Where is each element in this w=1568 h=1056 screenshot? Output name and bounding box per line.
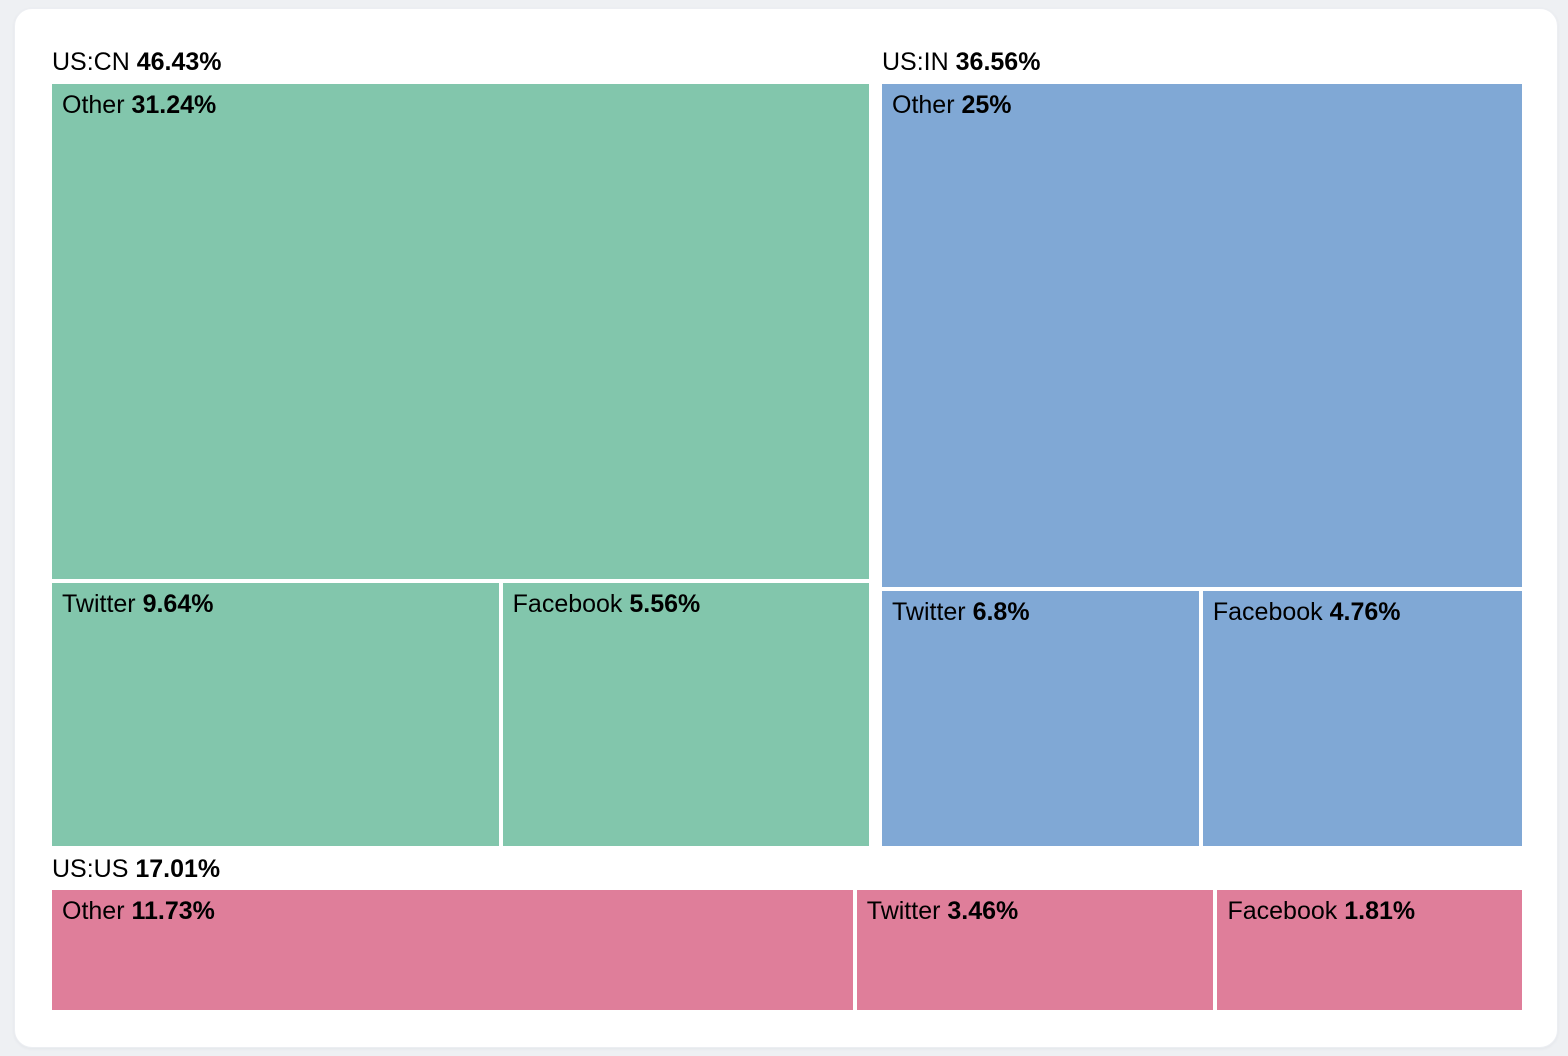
- treemap-cell-us-cn-facebook[interactable]: Facebook 5.56%: [502, 583, 869, 846]
- group-label: US:CN: [52, 48, 130, 76]
- cell-percentage: 31.24%: [131, 91, 217, 119]
- treemap-cell-us-us-other[interactable]: Other 11.73%: [52, 890, 853, 1010]
- cell-label: Facebook: [1227, 897, 1338, 925]
- treemap-top-row: US:CN 46.43% Other 31.24% Twitter 9.64%: [52, 49, 1522, 846]
- group-title-us-us: US:US 17.01%: [52, 846, 1522, 890]
- treemap-cell-us-cn-twitter[interactable]: Twitter 9.64%: [52, 583, 499, 846]
- treemap-group-us-us: US:US 17.01% Other 11.73% Twitter 3.46% …: [52, 846, 1522, 1010]
- cell-percentage: 3.46%: [947, 897, 1019, 925]
- cell-label: Other: [62, 897, 125, 925]
- cell-label: Twitter: [892, 597, 966, 626]
- treemap-cell-us-in-facebook[interactable]: Facebook 4.76%: [1202, 590, 1522, 846]
- cell-percentage: 6.8%: [972, 597, 1030, 626]
- treemap-cell-us-cn-other[interactable]: Other 31.24%: [52, 84, 869, 580]
- cell-percentage: 1.81%: [1344, 897, 1416, 925]
- cell-percentage: 4.76%: [1329, 597, 1401, 626]
- group-label: US:IN: [882, 48, 949, 76]
- group-percentage: 17.01%: [135, 855, 221, 883]
- cell-label: Twitter: [866, 897, 941, 925]
- treemap-group-us-cn: US:CN 46.43% Other 31.24% Twitter 9.64%: [52, 49, 869, 846]
- cell-percentage: 25%: [961, 91, 1012, 119]
- group-percentage: 36.56%: [955, 48, 1041, 76]
- treemap-cell-us-in-other[interactable]: Other 25%: [882, 84, 1522, 587]
- group-title-us-cn: US:CN 46.43%: [52, 49, 869, 84]
- cell-label: Other: [892, 91, 955, 119]
- group-percentage: 46.43%: [136, 48, 222, 76]
- treemap-chart: US:CN 46.43% Other 31.24% Twitter 9.64%: [52, 49, 1522, 1010]
- group-label: US:US: [52, 855, 129, 883]
- treemap-cell-us-us-facebook[interactable]: Facebook 1.81%: [1217, 890, 1522, 1010]
- cell-percentage: 5.56%: [629, 590, 701, 619]
- group-title-us-in: US:IN 36.56%: [882, 49, 1522, 84]
- cell-label: Other: [62, 91, 125, 119]
- cell-percentage: 11.73%: [131, 897, 215, 925]
- cell-percentage: 9.64%: [142, 590, 214, 619]
- cell-label: Facebook: [1212, 597, 1323, 626]
- treemap-group-us-in: US:IN 36.56% Other 25% Twitter 6.8%: [882, 49, 1522, 846]
- cell-label: Facebook: [512, 590, 623, 619]
- cell-label: Twitter: [62, 590, 136, 619]
- treemap-card: US:CN 46.43% Other 31.24% Twitter 9.64%: [14, 8, 1558, 1048]
- treemap-cell-us-in-twitter[interactable]: Twitter 6.8%: [882, 590, 1199, 846]
- treemap-cell-us-us-twitter[interactable]: Twitter 3.46%: [856, 890, 1214, 1010]
